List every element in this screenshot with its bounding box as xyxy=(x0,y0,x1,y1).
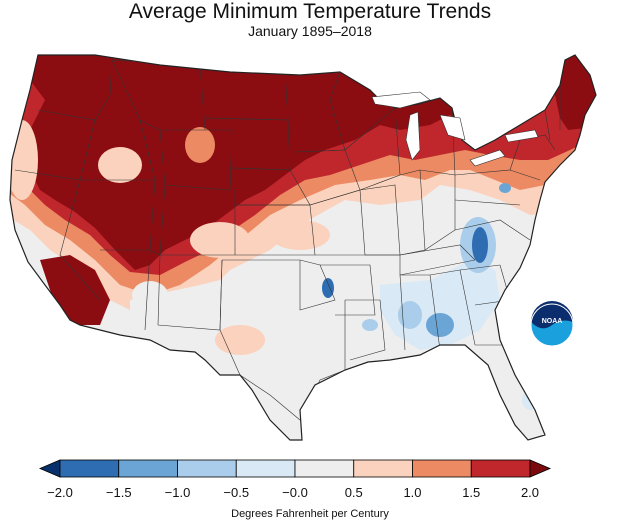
pale-pocket-colorado xyxy=(190,222,250,258)
legend-tick-label: 1.0 xyxy=(403,485,421,500)
legend-bin xyxy=(59,459,120,478)
cool-region-ok xyxy=(322,278,334,298)
lake-huron xyxy=(439,114,466,141)
cool-region-al xyxy=(426,313,454,337)
legend-tick-label: −1.0 xyxy=(165,485,191,500)
legend-tick-labels: −2.0 −1.5 −1.0 −0.5 −0.0 0.5 1.0 1.5 2.0 xyxy=(47,485,539,500)
map-subtitle: January 1895–2018 xyxy=(248,23,372,39)
legend-tick-label: 2.0 xyxy=(521,485,539,500)
cool-region-fl xyxy=(522,390,538,410)
legend-bin xyxy=(470,459,531,478)
strong-cool-region-tn xyxy=(472,227,488,263)
map-title: Average Minimum Temperature Trends xyxy=(128,0,492,23)
legend-tick-label: −0.5 xyxy=(223,485,249,500)
legend-bin xyxy=(353,459,413,478)
great-lakes xyxy=(371,91,539,167)
noaa-logo-text: NOAA xyxy=(542,318,563,325)
lake-erie xyxy=(469,149,506,167)
legend-tick-label: −1.5 xyxy=(106,485,132,500)
legend-tick-label: 0.5 xyxy=(345,485,363,500)
pale-warm-ks xyxy=(270,220,330,250)
pale-pocket-dakota xyxy=(185,127,215,163)
legend-bin xyxy=(294,459,355,478)
legend-tick-label: 1.5 xyxy=(462,485,480,500)
us-temperature-trend-map: NOAA xyxy=(9,54,597,441)
legend-title: Degrees Fahrenheit per Century xyxy=(231,508,389,520)
legend-bin-above-max xyxy=(529,459,552,478)
legend-color-bar xyxy=(38,459,552,478)
legend-bin-below-min xyxy=(38,459,61,478)
legend-bin xyxy=(177,459,237,478)
legend-bin xyxy=(412,459,472,478)
state-borders xyxy=(14,59,561,421)
noaa-logo-icon: NOAA xyxy=(530,301,574,347)
pale-pocket-idaho xyxy=(98,147,142,183)
cool-region-ms xyxy=(398,301,422,329)
lake-superior xyxy=(371,91,431,109)
lake-michigan xyxy=(405,111,421,161)
cool-region-ar xyxy=(362,319,378,331)
legend-tick-label: −0.0 xyxy=(282,485,308,500)
legend-bin xyxy=(118,459,178,478)
cool-region-pa xyxy=(499,183,511,193)
lake-ontario xyxy=(504,129,539,143)
legend-bin xyxy=(235,459,296,478)
pale-warm-tx xyxy=(215,325,265,355)
legend-tick-label: −2.0 xyxy=(47,485,73,500)
color-legend: −2.0 −1.5 −1.0 −0.5 −0.0 0.5 1.0 1.5 2.0 xyxy=(38,459,552,500)
